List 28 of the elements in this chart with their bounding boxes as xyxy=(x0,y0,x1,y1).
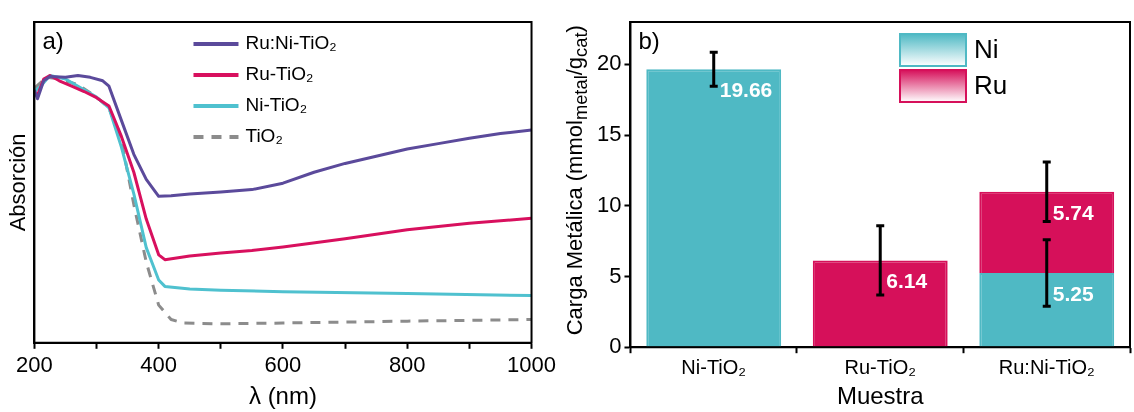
x-tick-label: 200 xyxy=(16,352,53,378)
y-axis-title: Absorción xyxy=(5,133,31,232)
legend-label: Ni xyxy=(974,34,999,65)
y-tick-label: 5 xyxy=(609,262,622,288)
legend-label: Ni-TiO₂ xyxy=(245,94,308,116)
y-tick-label: 0 xyxy=(609,333,622,359)
legend-label: Ru:Ni-TiO₂ xyxy=(245,32,337,54)
x-tick-label: Ru-TiO₂ xyxy=(844,355,916,378)
x-tick-label: 400 xyxy=(140,352,178,378)
y-tick-label: 20 xyxy=(596,50,622,76)
annotation: b) xyxy=(638,26,660,54)
x-axis-title: λ (nm) xyxy=(248,382,317,410)
data-label: 6.14 xyxy=(886,269,928,293)
data-label: 5.25 xyxy=(1052,281,1094,305)
x-tick-label: 1000 xyxy=(507,352,557,378)
x-tick-label: 600 xyxy=(264,352,302,378)
y-tick-label: 10 xyxy=(596,191,622,217)
legend-label: Ru xyxy=(974,70,1008,101)
x-tick-label: Ru:Ni-TiO₂ xyxy=(998,355,1095,378)
data-label: 5.74 xyxy=(1052,200,1094,224)
legend-label: Ru-TiO₂ xyxy=(245,63,314,85)
x-axis-title: Muestra xyxy=(836,382,925,410)
legend-label: TiO₂ xyxy=(245,125,283,147)
x-tick-label: Ni-TiO₂ xyxy=(681,355,747,378)
data-label: 19.66 xyxy=(719,78,773,102)
y-tick-label: 15 xyxy=(596,121,622,147)
x-tick-label: 800 xyxy=(388,352,426,378)
text: a) xyxy=(42,26,64,54)
